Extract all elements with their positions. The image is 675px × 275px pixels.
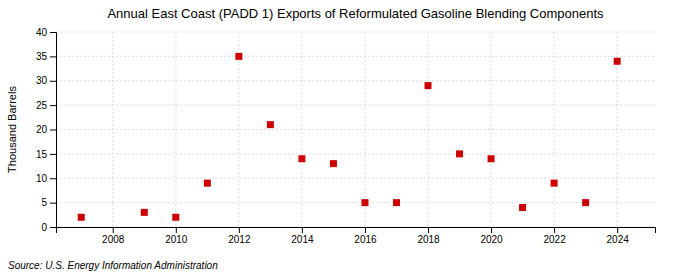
y-axis-tick-label: 5 (41, 197, 47, 208)
x-axis-tick-label: 2024 (607, 234, 630, 245)
x-axis-tick: 2016 (354, 227, 377, 245)
y-axis-tick: 30 (36, 75, 56, 86)
x-axis-tick-mark (113, 227, 114, 233)
y-axis: 0 5 10 15 20 25 30 35 40 (36, 27, 57, 233)
point (614, 58, 621, 65)
x-grid-line (238, 32, 239, 227)
point (456, 150, 463, 157)
x-axis-tick-mark (554, 227, 555, 233)
point (330, 160, 337, 167)
y-axis-line (50, 33, 57, 228)
point (235, 53, 242, 60)
y-grid-line (56, 32, 655, 33)
y-axis-title: Thousand Barrels (6, 86, 18, 173)
y-axis-tick: 0 (41, 222, 56, 233)
x-axis-tick-label: 2022 (543, 234, 566, 245)
y-grid-line (56, 105, 655, 106)
y-grid-line (56, 56, 655, 57)
y-axis-tick-mark (50, 56, 56, 57)
y-axis-tick: 5 (41, 197, 56, 208)
y-axis-tick-label: 30 (36, 75, 48, 86)
x-axis-tick-mark (365, 227, 366, 233)
annotation: Source: U.S. Energy Information Administ… (8, 260, 218, 271)
y-axis-tick-mark (50, 178, 56, 179)
y-grid-line (56, 153, 655, 154)
x-axis-tick-label: 2014 (291, 234, 314, 245)
y-axis-tick-mark (50, 154, 56, 155)
y-axis-tick-mark (50, 203, 56, 204)
point (141, 209, 148, 216)
x-axis: 2008 2010 2012 2014 2016 2018 2020 2022 2024 (57, 227, 656, 245)
point (78, 214, 85, 221)
point (519, 204, 526, 211)
y-axis-tick-mark (50, 105, 56, 106)
x-axis-tick-mark (239, 227, 240, 233)
x-axis-tick-label: 2016 (354, 234, 377, 245)
point (488, 155, 495, 162)
x-axis-tick: 2014 (291, 227, 314, 245)
y-axis-tick-mark (50, 227, 56, 228)
point (172, 214, 179, 221)
x-axis-tick: 2022 (543, 227, 566, 245)
chart: 2008 2010 2012 2014 2016 2018 2020 2022 2024 0 5 10… (0, 0, 675, 275)
x-axis-tick: 2020 (480, 227, 503, 245)
y-axis-tick: 15 (36, 149, 56, 160)
point (393, 199, 400, 206)
y-axis-tick: 20 (36, 124, 56, 135)
x-axis-tick-label: 2012 (228, 234, 251, 245)
y-axis-tick-label: 15 (36, 149, 48, 160)
x-axis-tick-mark (302, 227, 303, 233)
y-axis-tick: 10 (36, 173, 56, 184)
point (204, 180, 211, 187)
grid (56, 32, 655, 227)
x-axis-line (57, 228, 656, 234)
point (361, 199, 368, 206)
points (78, 53, 621, 221)
y-axis-tick-label: 25 (36, 100, 48, 111)
y-axis-tick-label: 20 (36, 124, 48, 135)
y-axis-tick-label: 35 (36, 51, 48, 62)
x-axis-tick-label: 2008 (102, 234, 125, 245)
x-axis-tick: 2024 (607, 227, 630, 245)
y-axis-tick-mark (50, 81, 56, 82)
point (425, 82, 432, 89)
x-axis-tick: 2008 (102, 227, 125, 245)
y-grid-line (56, 178, 655, 179)
y-axis-tick-label: 10 (36, 173, 48, 184)
y-axis-tick-label: 40 (36, 27, 48, 38)
y-grid-line (56, 129, 655, 130)
title: Annual East Coast (PADD 1) Exports of Re… (107, 6, 604, 21)
point (298, 155, 305, 162)
point (551, 180, 558, 187)
x-axis-tick: 2018 (417, 227, 440, 245)
point (267, 121, 274, 128)
y-axis-tick-label: 0 (41, 222, 47, 233)
y-axis-tick: 40 (36, 27, 56, 38)
y-axis-tick-mark (50, 32, 56, 33)
point (582, 199, 589, 206)
x-axis-tick-label: 2020 (480, 234, 503, 245)
y-axis-tick: 25 (36, 100, 56, 111)
x-axis-tick-mark (428, 227, 429, 233)
x-grid-line (491, 32, 492, 227)
y-axis-tick: 35 (36, 51, 56, 62)
x-axis-tick-label: 2010 (165, 234, 188, 245)
x-axis-tick-mark (176, 227, 177, 233)
x-axis-tick-label: 2018 (417, 234, 440, 245)
x-axis-tick: 2010 (165, 227, 188, 245)
x-axis-tick-mark (617, 227, 618, 233)
y-grid-line (56, 202, 655, 203)
x-axis-tick-mark (491, 227, 492, 233)
x-axis-tick: 2012 (228, 227, 251, 245)
y-grid-line (56, 80, 655, 81)
y-axis-tick-mark (50, 130, 56, 131)
